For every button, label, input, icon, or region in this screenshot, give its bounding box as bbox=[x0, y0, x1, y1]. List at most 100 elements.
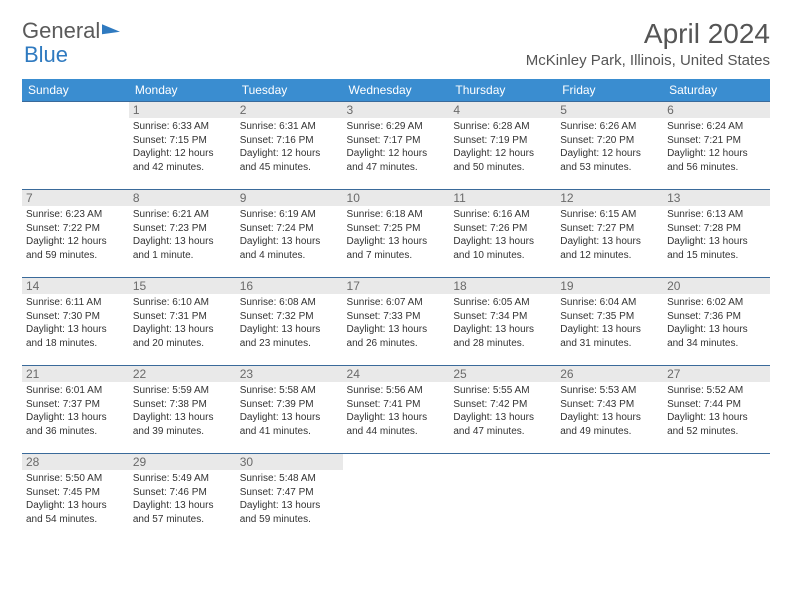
day-number: 10 bbox=[343, 190, 450, 206]
day-number: 24 bbox=[343, 366, 450, 382]
day-details: Sunrise: 6:07 AMSunset: 7:33 PMDaylight:… bbox=[347, 296, 446, 350]
calendar-day-cell: 9 Sunrise: 6:19 AMSunset: 7:24 PMDaylight… bbox=[236, 190, 343, 278]
day-details: Sunrise: 6:13 AMSunset: 7:28 PMDaylight:… bbox=[667, 208, 766, 262]
day-number: 30 bbox=[236, 454, 343, 470]
day-number: 21 bbox=[22, 366, 129, 382]
calendar-week-row: 21 Sunrise: 6:01 AMSunset: 7:37 PMDayligh… bbox=[22, 366, 770, 454]
day-number: 6 bbox=[663, 102, 770, 118]
calendar-day-cell: 22 Sunrise: 5:59 AMSunset: 7:38 PMDayligh… bbox=[129, 366, 236, 454]
day-number: 20 bbox=[663, 278, 770, 294]
weekday-header: Friday bbox=[556, 79, 663, 102]
day-number: 29 bbox=[129, 454, 236, 470]
day-number: 18 bbox=[449, 278, 556, 294]
calendar-day-cell: 13 Sunrise: 6:13 AMSunset: 7:28 PMDayligh… bbox=[663, 190, 770, 278]
day-details: Sunrise: 6:28 AMSunset: 7:19 PMDaylight:… bbox=[453, 120, 552, 174]
calendar-day-cell: 10 Sunrise: 6:18 AMSunset: 7:25 PMDayligh… bbox=[343, 190, 450, 278]
day-details: Sunrise: 6:31 AMSunset: 7:16 PMDaylight:… bbox=[240, 120, 339, 174]
calendar-day-cell: 14 Sunrise: 6:11 AMSunset: 7:30 PMDayligh… bbox=[22, 278, 129, 366]
page-title: April 2024 bbox=[526, 18, 770, 50]
calendar-day-cell: 23Sunrise: 5:58 AMSunset: 7:39 PMDayligh… bbox=[236, 366, 343, 454]
calendar-day-cell: 1Sunrise: 6:33 AMSunset: 7:15 PMDaylight… bbox=[129, 102, 236, 190]
calendar-week-row: 7Sunrise: 6:23 AMSunset: 7:22 PMDaylight… bbox=[22, 190, 770, 278]
day-details: Sunrise: 6:18 AMSunset: 7:25 PMDaylight:… bbox=[347, 208, 446, 262]
calendar-day-cell: 6 Sunrise: 6:24 AMSunset: 7:21 PMDaylight… bbox=[663, 102, 770, 190]
calendar-day-cell: 20 Sunrise: 6:02 AMSunset: 7:36 PMDayligh… bbox=[663, 278, 770, 366]
calendar-day-cell: 18 Sunrise: 6:05 AMSunset: 7:34 PMDayligh… bbox=[449, 278, 556, 366]
weekday-header: Monday bbox=[129, 79, 236, 102]
day-details: Sunrise: 5:55 AMSunset: 7:42 PMDaylight:… bbox=[453, 384, 552, 438]
day-details: Sunrise: 5:49 AMSunset: 7:46 PMDaylight:… bbox=[133, 472, 232, 526]
day-number: 4 bbox=[449, 102, 556, 118]
calendar-empty-cell bbox=[556, 454, 663, 542]
day-number: 8 bbox=[129, 190, 236, 206]
calendar-day-cell: 7Sunrise: 6:23 AMSunset: 7:22 PMDaylight… bbox=[22, 190, 129, 278]
day-details: Sunrise: 5:50 AMSunset: 7:45 PMDaylight:… bbox=[26, 472, 125, 526]
calendar-day-cell: 2 Sunrise: 6:31 AMSunset: 7:16 PMDaylight… bbox=[236, 102, 343, 190]
calendar-day-cell: 16Sunrise: 6:08 AMSunset: 7:32 PMDayligh… bbox=[236, 278, 343, 366]
weekday-header: Thursday bbox=[449, 79, 556, 102]
day-number: 2 bbox=[236, 102, 343, 118]
calendar-week-row: 14 Sunrise: 6:11 AMSunset: 7:30 PMDayligh… bbox=[22, 278, 770, 366]
day-details: Sunrise: 6:19 AMSunset: 7:24 PMDaylight:… bbox=[240, 208, 339, 262]
calendar-day-cell: 21 Sunrise: 6:01 AMSunset: 7:37 PMDayligh… bbox=[22, 366, 129, 454]
day-number: 12 bbox=[556, 190, 663, 206]
day-number: 16 bbox=[236, 278, 343, 294]
calendar-day-cell: 5Sunrise: 6:26 AMSunset: 7:20 PMDaylight… bbox=[556, 102, 663, 190]
calendar-day-cell: 24Sunrise: 5:56 AMSunset: 7:41 PMDayligh… bbox=[343, 366, 450, 454]
day-details: Sunrise: 6:15 AMSunset: 7:27 PMDaylight:… bbox=[560, 208, 659, 262]
logo-line2: Blue bbox=[24, 42, 68, 68]
logo: General bbox=[22, 18, 120, 44]
day-details: Sunrise: 6:10 AMSunset: 7:31 PMDaylight:… bbox=[133, 296, 232, 350]
calendar-day-cell: 28 Sunrise: 5:50 AMSunset: 7:45 PMDayligh… bbox=[22, 454, 129, 542]
calendar-empty-cell bbox=[343, 454, 450, 542]
day-number: 25 bbox=[449, 366, 556, 382]
calendar-day-cell: 30 Sunrise: 5:48 AMSunset: 7:47 PMDayligh… bbox=[236, 454, 343, 542]
day-number: 3 bbox=[343, 102, 450, 118]
day-number: 7 bbox=[22, 190, 129, 206]
day-details: Sunrise: 6:01 AMSunset: 7:37 PMDaylight:… bbox=[26, 384, 125, 438]
day-details: Sunrise: 6:24 AMSunset: 7:21 PMDaylight:… bbox=[667, 120, 766, 174]
day-number: 9 bbox=[236, 190, 343, 206]
weekday-header: Tuesday bbox=[236, 79, 343, 102]
day-number: 15 bbox=[129, 278, 236, 294]
calendar-empty-cell bbox=[22, 102, 129, 190]
day-number: 28 bbox=[22, 454, 129, 470]
day-number: 14 bbox=[22, 278, 129, 294]
day-details: Sunrise: 5:48 AMSunset: 7:47 PMDaylight:… bbox=[240, 472, 339, 526]
day-details: Sunrise: 5:59 AMSunset: 7:38 PMDaylight:… bbox=[133, 384, 232, 438]
logo-text-part2: Blue bbox=[24, 42, 68, 67]
day-details: Sunrise: 6:16 AMSunset: 7:26 PMDaylight:… bbox=[453, 208, 552, 262]
calendar-week-row: 28 Sunrise: 5:50 AMSunset: 7:45 PMDayligh… bbox=[22, 454, 770, 542]
day-number: 5 bbox=[556, 102, 663, 118]
weekday-header: Wednesday bbox=[343, 79, 450, 102]
day-number: 26 bbox=[556, 366, 663, 382]
day-number: 22 bbox=[129, 366, 236, 382]
logo-triangle-icon bbox=[102, 22, 120, 35]
day-number: 19 bbox=[556, 278, 663, 294]
calendar-day-cell: 29 Sunrise: 5:49 AMSunset: 7:46 PMDayligh… bbox=[129, 454, 236, 542]
day-number: 1 bbox=[129, 102, 236, 118]
day-number: 11 bbox=[449, 190, 556, 206]
day-details: Sunrise: 5:52 AMSunset: 7:44 PMDaylight:… bbox=[667, 384, 766, 438]
calendar-day-cell: 26 Sunrise: 5:53 AMSunset: 7:43 PMDayligh… bbox=[556, 366, 663, 454]
day-number: 13 bbox=[663, 190, 770, 206]
calendar-day-cell: 11 Sunrise: 6:16 AMSunset: 7:26 PMDayligh… bbox=[449, 190, 556, 278]
calendar-day-cell: 8Sunrise: 6:21 AMSunset: 7:23 PMDaylight… bbox=[129, 190, 236, 278]
calendar-body: 1Sunrise: 6:33 AMSunset: 7:15 PMDaylight… bbox=[22, 102, 770, 542]
location-text: McKinley Park, Illinois, United States bbox=[526, 52, 770, 69]
weekday-header: Saturday bbox=[663, 79, 770, 102]
day-details: Sunrise: 6:02 AMSunset: 7:36 PMDaylight:… bbox=[667, 296, 766, 350]
day-details: Sunrise: 5:53 AMSunset: 7:43 PMDaylight:… bbox=[560, 384, 659, 438]
day-details: Sunrise: 6:05 AMSunset: 7:34 PMDaylight:… bbox=[453, 296, 552, 350]
weekday-header: Sunday bbox=[22, 79, 129, 102]
day-details: Sunrise: 6:11 AMSunset: 7:30 PMDaylight:… bbox=[26, 296, 125, 350]
weekday-header-row: SundayMondayTuesdayWednesdayThursdayFrid… bbox=[22, 79, 770, 102]
logo-text-part1: General bbox=[22, 18, 100, 44]
calendar-day-cell: 27 Sunrise: 5:52 AMSunset: 7:44 PMDayligh… bbox=[663, 366, 770, 454]
day-number: 27 bbox=[663, 366, 770, 382]
calendar-day-cell: 25 Sunrise: 5:55 AMSunset: 7:42 PMDayligh… bbox=[449, 366, 556, 454]
calendar-day-cell: 17Sunrise: 6:07 AMSunset: 7:33 PMDayligh… bbox=[343, 278, 450, 366]
calendar-empty-cell bbox=[663, 454, 770, 542]
calendar-day-cell: 4 Sunrise: 6:28 AMSunset: 7:19 PMDaylight… bbox=[449, 102, 556, 190]
calendar-week-row: 1Sunrise: 6:33 AMSunset: 7:15 PMDaylight… bbox=[22, 102, 770, 190]
